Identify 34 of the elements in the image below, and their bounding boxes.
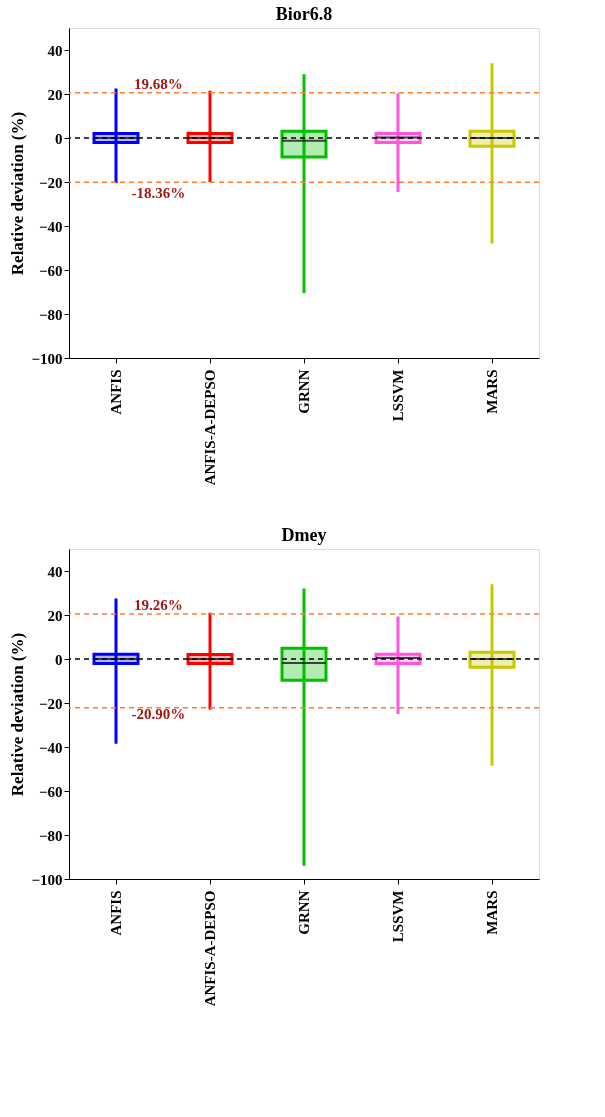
y-tick-label: 20 (47, 607, 63, 624)
x-tick-label: ANFIS (108, 369, 124, 415)
annotation: 19.68% (133, 76, 183, 93)
y-tick-label: −20 (38, 695, 63, 712)
x-tick-label: LSSVM (390, 369, 406, 422)
y-tick-label: −60 (38, 262, 63, 279)
annotation: -20.90% (131, 706, 186, 722)
y-tick-label: 40 (47, 563, 63, 580)
y-tick-label: −100 (31, 871, 63, 888)
annotation: 19.26% (133, 597, 183, 614)
y-tick-label: −80 (38, 827, 63, 844)
annotation: -18.36% (131, 185, 186, 201)
chart-title: Dmey (281, 525, 327, 545)
y-tick-label: 0 (55, 651, 63, 668)
y-tick-label: −100 (31, 350, 63, 367)
x-tick-label: GRNN (296, 890, 312, 935)
y-tick-label: −60 (38, 783, 63, 800)
x-tick-label: ANFIS-A-DEPSO (202, 369, 218, 486)
y-tick-label: 0 (55, 130, 63, 147)
y-tick-label: −40 (38, 218, 63, 235)
y-tick-label: −20 (38, 174, 63, 191)
x-tick-label: LSSVM (390, 890, 406, 943)
chart-title: Bior6.8 (275, 4, 333, 24)
y-tick-label: 20 (47, 86, 63, 103)
x-tick-label: MARS (484, 890, 500, 935)
y-axis-title: Relative deviation (%) (8, 632, 28, 797)
y-tick-label: −80 (38, 306, 63, 323)
y-tick-label: 40 (47, 42, 63, 59)
x-tick-label: GRNN (296, 369, 312, 414)
y-tick-label: −40 (38, 739, 63, 756)
x-tick-label: ANFIS (108, 890, 124, 936)
x-tick-label: ANFIS-A-DEPSO (202, 890, 218, 1007)
x-tick-label: MARS (484, 369, 500, 414)
y-axis-title: Relative deviation (%) (8, 111, 28, 276)
